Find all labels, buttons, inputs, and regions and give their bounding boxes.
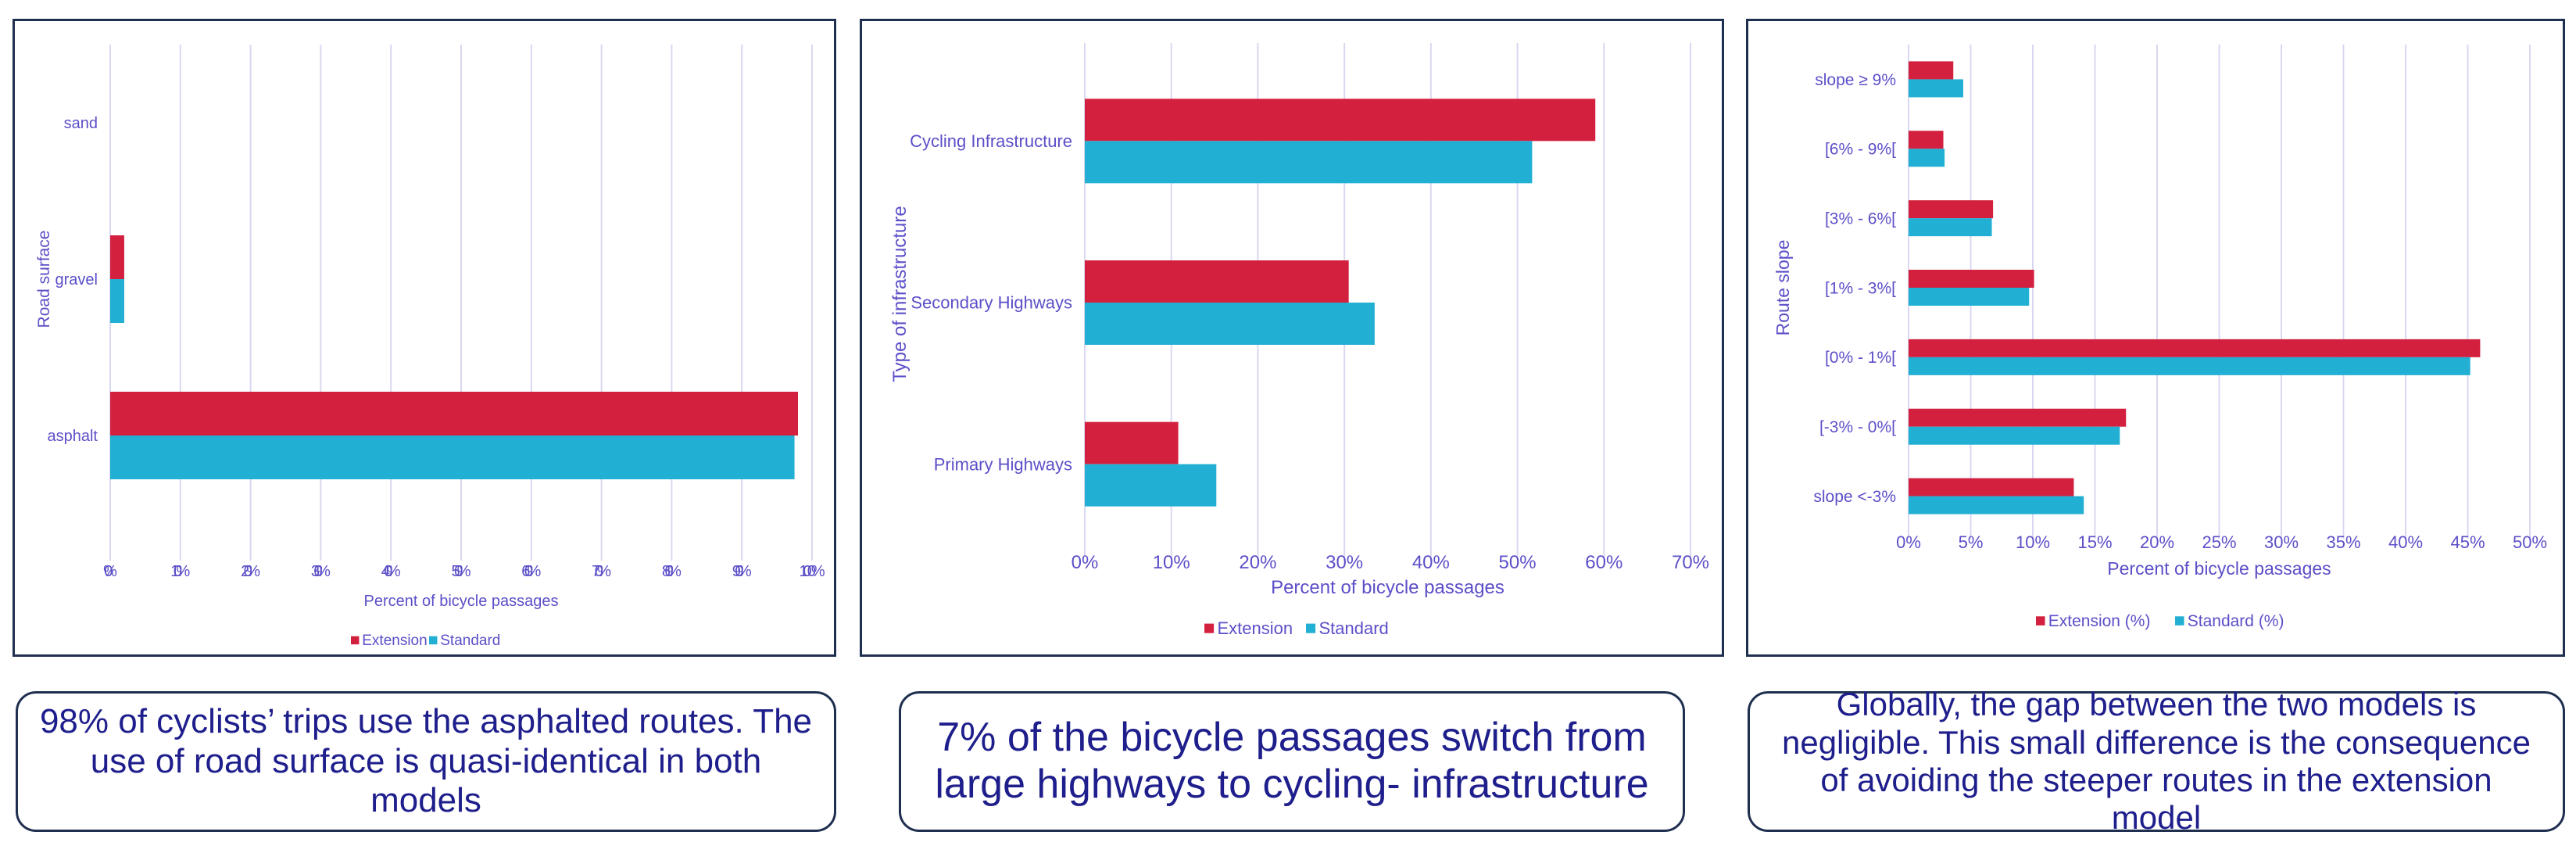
y-axis-label: Road surface xyxy=(35,231,53,328)
x-tick-label: 50% xyxy=(2513,532,2547,552)
caption-route-slope-text: Globally, the gap between the two models… xyxy=(1781,686,2531,837)
y-category-label: Secondary Highways xyxy=(911,293,1072,313)
y-category-label: Cycling Infrastructure xyxy=(910,131,1072,151)
y-category-label: slope <-3% xyxy=(1813,488,1896,506)
bar-extension xyxy=(1909,270,2034,288)
infrastructure-chart: 0% 10% 20% 30% 40% 50% 60% 70% Cycling Infrastru… xyxy=(889,43,1709,638)
y-category-label: asphalt xyxy=(48,428,98,445)
bar-extension xyxy=(110,392,799,436)
bar-standard xyxy=(1085,141,1533,184)
caption-road-surface-text: 98% of cyclists’ trips use the asphalted… xyxy=(39,702,813,820)
legend-label-extension: Extension (%) xyxy=(2048,612,2151,630)
chart-panel-road-surface: 0% 10% 20% 30% 40% 50% 60% 70% 80% 90% 100% sand gra… xyxy=(13,19,836,657)
y-category-label: [3% - 6%[ xyxy=(1825,210,1896,228)
bar-standard xyxy=(1909,496,2084,514)
x-tick-label: 0% xyxy=(103,563,117,580)
x-tick-label: 25% xyxy=(2202,532,2236,552)
y-category-label: [1% - 3%[ xyxy=(1825,279,1896,297)
x-tick-label: 50% xyxy=(1499,552,1537,573)
bar-extension xyxy=(1909,200,1994,219)
legend-swatch-extension xyxy=(351,636,360,645)
bar-extension xyxy=(1909,131,1944,149)
x-axis-label: Percent of bicycle passages xyxy=(1271,577,1504,598)
x-tick-label: 40% xyxy=(381,563,401,580)
x-tick-label: 35% xyxy=(2326,532,2360,552)
bar-standard xyxy=(1909,79,1963,98)
x-tick-label: 20% xyxy=(1239,552,1276,573)
legend-swatch-standard xyxy=(2175,616,2184,626)
y-category-label: [0% - 1%[ xyxy=(1825,349,1896,367)
legend-swatch-extension xyxy=(1204,623,1215,633)
bar-extension xyxy=(1085,421,1179,464)
x-tick-label: 30% xyxy=(2264,532,2299,552)
caption-route-slope: Globally, the gap between the two models… xyxy=(1748,686,2565,836)
x-tick-label: 5% xyxy=(1959,532,1984,552)
x-tick-label: 45% xyxy=(2450,532,2485,552)
x-tick-label: 70% xyxy=(592,563,611,580)
y-axis-label: Type of infrastructure xyxy=(889,206,911,382)
bar-standard xyxy=(1909,426,2120,445)
bar-extension xyxy=(1909,408,2127,427)
x-tick-label: 0% xyxy=(1072,552,1099,573)
bar-extension xyxy=(1909,478,2074,496)
legend-label-standard: Standard xyxy=(440,633,500,649)
x-tick-label: 40% xyxy=(2388,532,2423,552)
x-tick-label: 20% xyxy=(2140,532,2174,552)
legend-label-extension: Extension xyxy=(1218,618,1293,638)
legend-label-standard: Standard (%) xyxy=(2188,612,2284,630)
x-axis-label: Percent of bicycle passages xyxy=(2107,558,2331,579)
bar-standard xyxy=(1909,149,1945,167)
chart-panel-infrastructure: 0% 10% 20% 30% 40% 50% 60% 70% Cycling Infrastru… xyxy=(860,19,1724,657)
y-category-label: Primary Highways xyxy=(934,454,1072,474)
x-tick-label: 90% xyxy=(732,563,752,580)
x-tick-label: 0% xyxy=(1896,532,1921,552)
x-tick-label: 10% xyxy=(2016,532,2050,552)
x-tick-label: 30% xyxy=(1326,552,1363,573)
caption-infrastructure: 7% of the bicycle passages switch from l… xyxy=(899,691,1685,832)
chart-panel-route-slope: 0% 5% 10% 15% 20% 25% 30% 35% 40% 45% 50% slope ≥ 9… xyxy=(1746,19,2565,657)
legend-label-standard: Standard xyxy=(1319,618,1389,638)
bar-extension xyxy=(1909,339,2481,357)
x-tick-label: 30% xyxy=(311,563,331,580)
y-category-label: [-3% - 0%[ xyxy=(1819,418,1896,436)
bar-standard xyxy=(1909,288,2030,306)
x-tick-label: 100% xyxy=(799,563,825,580)
bar-standard xyxy=(1085,303,1375,345)
legend-label-extension: Extension xyxy=(362,633,427,649)
bar-standard xyxy=(1085,464,1217,507)
x-tick-label: 40% xyxy=(1412,552,1450,573)
y-category-label: gravel xyxy=(55,271,98,289)
legend-swatch-standard xyxy=(429,636,438,645)
caption-road-surface: 98% of cyclists’ trips use the asphalted… xyxy=(16,691,836,832)
y-category-label: slope ≥ 9% xyxy=(1815,71,1896,89)
x-tick-label: 10% xyxy=(1153,552,1190,573)
caption-infrastructure-text: 7% of the bicycle passages switch from l… xyxy=(935,715,1649,807)
bar-extension xyxy=(1085,260,1349,303)
legend-swatch-extension xyxy=(2036,616,2045,626)
x-tick-label: 60% xyxy=(521,563,541,580)
x-tick-label: 80% xyxy=(662,563,682,580)
bar-standard xyxy=(110,279,124,323)
y-category-label: [6% - 9%[ xyxy=(1825,141,1896,159)
y-axis-label: Route slope xyxy=(1773,240,1793,336)
bar-standard xyxy=(110,436,795,479)
x-axis-label: Percent of bicycle passages xyxy=(363,593,558,610)
bar-standard xyxy=(1909,218,1992,237)
x-tick-label: 15% xyxy=(2077,532,2112,552)
bar-extension xyxy=(110,235,124,279)
x-tick-label: 60% xyxy=(1585,552,1623,573)
bar-extension xyxy=(1085,99,1596,142)
bar-standard xyxy=(1909,357,2470,375)
y-category-label: sand xyxy=(64,115,98,132)
bar-extension xyxy=(1909,61,1954,80)
legend-swatch-standard xyxy=(1306,623,1316,633)
x-tick-label: 70% xyxy=(1672,552,1709,573)
route-slope-chart: 0% 5% 10% 15% 20% 25% 30% 35% 40% 45% 50% slope ≥ 9… xyxy=(1773,45,2547,630)
road-surface-chart: 0% 10% 20% 30% 40% 50% 60% 70% 80% 90% 100% sand gra… xyxy=(35,45,825,649)
x-tick-label: 20% xyxy=(241,563,260,580)
x-tick-label: 50% xyxy=(452,563,471,580)
x-tick-label: 10% xyxy=(170,563,190,580)
